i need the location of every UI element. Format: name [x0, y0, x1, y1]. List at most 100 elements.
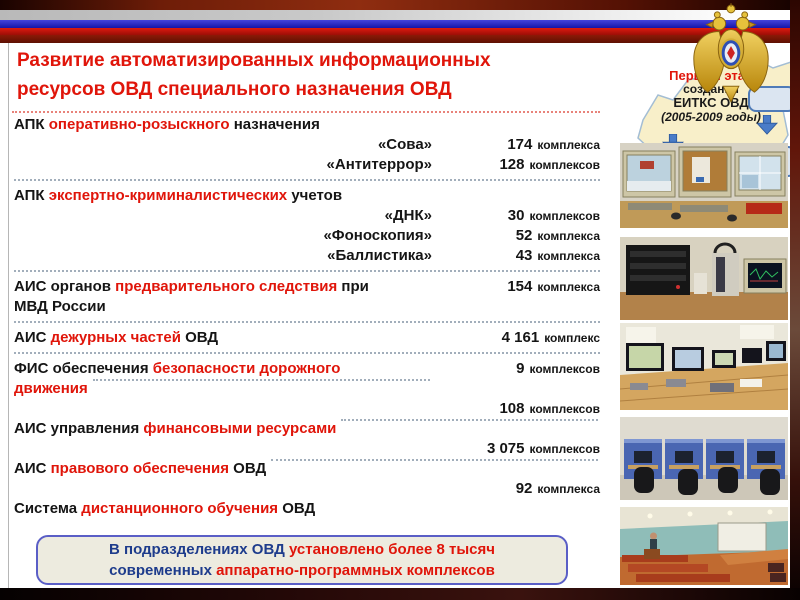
summary-line-1: В подразделениях ОВД установлено более 8… — [38, 539, 566, 560]
item-label-line2: МВД России — [14, 297, 432, 317]
value-number: 174 — [507, 136, 533, 153]
left-divider-line — [8, 43, 9, 588]
item-value: 43 комплекса — [432, 246, 600, 266]
list-row: Система дистанционного обучения ОВД — [14, 499, 600, 519]
text-segment: дежурных частей — [50, 329, 181, 346]
phonoscopy-equipment-photo — [620, 237, 788, 320]
list-row: АПК экспертно-криминалистических учетов — [14, 186, 600, 206]
mvd-eagle-emblem — [693, 3, 769, 104]
summary-text-blue: В подразделениях ОВД — [109, 541, 285, 558]
list-row: АИС правового обеспечения ОВД — [14, 459, 600, 479]
item-label: АИС правового обеспечения ОВД — [14, 459, 600, 479]
item-value: 30 комплексов — [432, 206, 600, 226]
text-segment: при — [337, 278, 369, 295]
item-label: ФИС обеспечения безопасности дорожного дв… — [14, 359, 432, 399]
item-label-line: АПК оперативно-розыскного назначения — [14, 115, 600, 135]
text-segment: АИС — [14, 460, 51, 477]
system-name-label: «Баллистика» — [327, 247, 432, 264]
system-name-label: «ДНК» — [384, 207, 432, 224]
item-label: АИС управления финансовыми ресурсами — [14, 419, 600, 439]
title-line-2: ресурсов ОВД специального назначения ОВД — [17, 79, 452, 100]
separator-dashed — [14, 270, 600, 272]
text-segment: движения — [14, 380, 88, 397]
item-value: 92 комплекса — [432, 479, 600, 499]
computer-classroom-photo — [620, 417, 788, 500]
dash-leader — [92, 379, 430, 381]
maroon-band — [0, 35, 800, 43]
system-name-label: «Сова» — [377, 136, 432, 153]
item-value: 108 комплексов — [432, 399, 600, 419]
system-name: «Антитеррор» — [14, 155, 432, 175]
item-value: 4 161 комплекс — [432, 328, 600, 348]
item-label: АПК экспертно-криминалистических учетов — [14, 186, 600, 206]
text-segment: МВД России — [14, 298, 106, 315]
item-label: АИС дежурных частей ОВД — [14, 328, 432, 348]
lecture-hall-photo — [620, 507, 788, 585]
duty-unit-workstations-photo — [620, 323, 788, 410]
value-unit: комплексов — [529, 209, 600, 223]
item-label: АПК оперативно-розыскного назначения — [14, 115, 600, 135]
item-label-line: АИС дежурных частей ОВД — [14, 328, 432, 348]
summary-line-2: современных аппаратно-программных компле… — [38, 560, 566, 581]
value-unit: комплексов — [529, 362, 600, 376]
text-segment: экспертно-криминалистических — [48, 187, 288, 204]
value-unit: комплексов — [529, 158, 600, 172]
stage-line-4: (2005-2009 годы) — [661, 110, 761, 124]
surveillance-monitors-photo — [620, 143, 788, 228]
text-segment: учетов — [287, 187, 343, 204]
separator-dashed — [14, 321, 600, 323]
flag-stripe-red — [0, 28, 800, 35]
text-segment: АПК — [14, 116, 49, 133]
value-unit: комплекса — [537, 280, 600, 294]
value-unit: комплексов — [529, 402, 600, 416]
text-segment: дистанционного обучения — [81, 500, 279, 517]
bottom-dark-band — [0, 588, 800, 600]
value-unit: комплексов — [529, 442, 600, 456]
value-number: 108 — [499, 400, 525, 417]
list-row: 3 075 комплексов — [14, 439, 600, 459]
text-segment: оперативно-розыскного — [48, 116, 230, 133]
value-number: 154 — [507, 278, 533, 295]
page-title: Развитие автоматизированных информационн… — [17, 46, 597, 104]
system-name: «Фоноскопия» — [14, 226, 432, 246]
item-label-line: АИС управления финансовыми ресурсами — [14, 419, 600, 439]
item-label-line: АИС органов предварительного следствия п… — [14, 277, 432, 297]
item-value: 128 комплексов — [432, 155, 600, 175]
right-dark-strip — [790, 0, 800, 600]
value-number: 43 — [515, 247, 533, 264]
text-segment: правового обеспечения — [50, 460, 229, 477]
item-value: 3 075 комплексов — [432, 439, 600, 459]
dash-leader — [341, 419, 598, 421]
value-unit: комплекса — [537, 482, 600, 496]
item-label-line: Система дистанционного обучения ОВД — [14, 499, 600, 519]
list-row: АПК оперативно-розыскного назначения — [14, 115, 600, 135]
list-row: «Антитеррор» 128 комплексов — [14, 155, 600, 175]
resources-list: АПК оперативно-розыскного назначения «Сов… — [14, 115, 600, 519]
value-unit: комплекса — [537, 249, 600, 263]
summary-text-red: аппаратно-программных комплексов — [211, 562, 495, 579]
list-row: АИС дежурных частей ОВД 4 161 комплекс — [14, 328, 600, 348]
value-unit: комплекса — [537, 138, 600, 152]
value-number: 3 075 — [486, 440, 525, 457]
system-name: «Сова» — [14, 135, 432, 155]
item-label-line: АИС правового обеспечения ОВД — [14, 459, 600, 479]
summary-box: В подразделениях ОВД установлено более 8… — [36, 535, 568, 585]
text-segment: ОВД — [278, 500, 316, 517]
list-row: «Фоноскопия» 52 комплекса — [14, 226, 600, 246]
list-row: «ДНК» 30 комплексов — [14, 206, 600, 226]
value-number: 128 — [499, 156, 525, 173]
list-row: 108 комплексов — [14, 399, 600, 419]
value-number: 30 — [507, 207, 525, 224]
value-unit: комплекс — [544, 331, 600, 345]
value-number: 92 — [515, 480, 533, 497]
value-unit: комплекса — [537, 229, 600, 243]
system-name: «Баллистика» — [14, 246, 432, 266]
text-segment: ОВД — [228, 460, 267, 477]
flag-stripe-white — [0, 10, 800, 20]
list-row: АИС органов предварительного следствия п… — [14, 277, 600, 317]
text-segment: АИС — [14, 329, 51, 346]
text-segment: Система — [14, 500, 82, 517]
text-segment: безопасности дорожного — [152, 360, 341, 377]
text-segment: АПК — [14, 187, 49, 204]
